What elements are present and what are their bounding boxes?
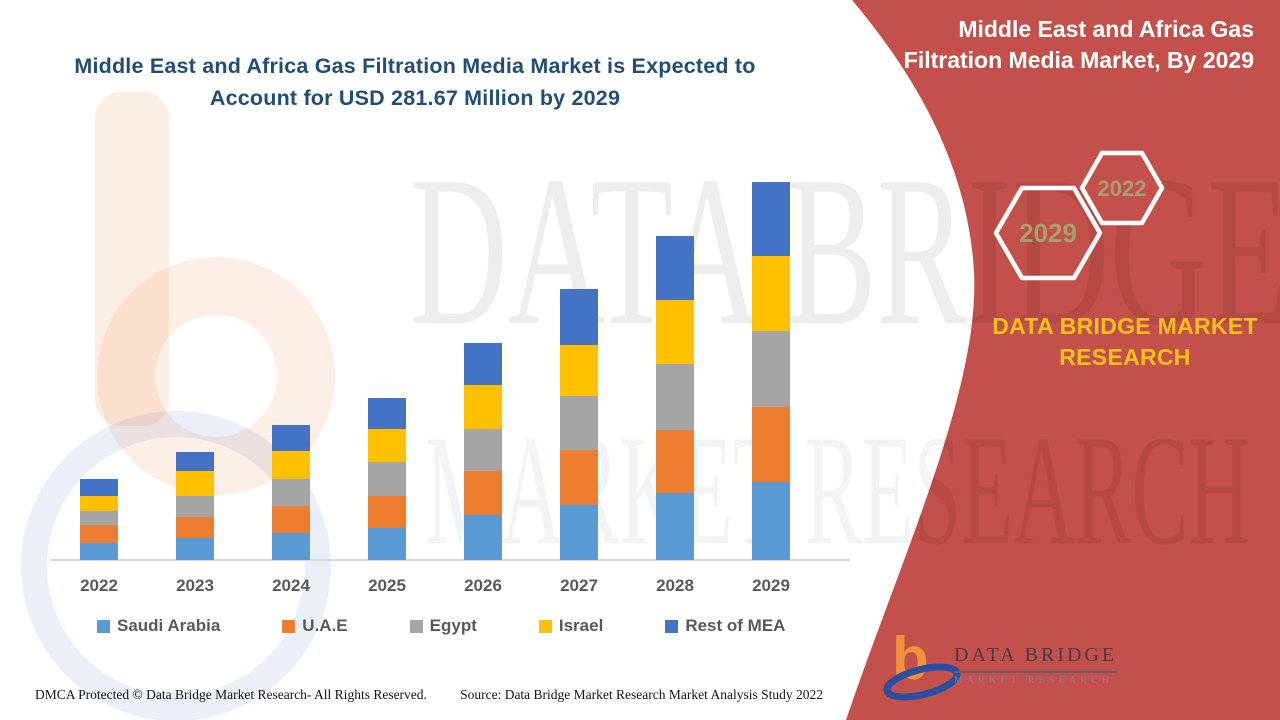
legend-label: U.A.E bbox=[302, 616, 348, 635]
bar-2024 bbox=[272, 424, 310, 560]
bar-segment-2025-israel bbox=[368, 429, 406, 462]
year-label-2027: 2027 bbox=[560, 576, 598, 595]
legend: Saudi Arabia U.A.E Egypt Israel Rest of MEA bbox=[97, 616, 785, 636]
bar-segment-2028-israel bbox=[656, 300, 694, 365]
bar-2029 bbox=[752, 181, 790, 560]
year-label-2022: 2022 bbox=[80, 576, 118, 595]
bar-segment-2026-rest-of-mea bbox=[464, 342, 502, 386]
brand-text-line2: RESEARCH bbox=[1059, 344, 1191, 370]
bar-2028 bbox=[656, 236, 694, 560]
logo-name-text: DATA BRIDGE bbox=[954, 644, 1118, 673]
hexagon-2022: 2022 bbox=[1079, 150, 1165, 226]
bar-segment-2028-saudi-arabia bbox=[656, 493, 694, 560]
bar-segment-2027-israel bbox=[560, 345, 598, 397]
bar-segment-2029-saudi-arabia bbox=[752, 481, 790, 560]
year-label-2023: 2023 bbox=[176, 576, 214, 595]
legend-swatch-icon bbox=[97, 619, 110, 633]
bar-segment-2023-saudi-arabia bbox=[176, 537, 214, 560]
bar-segment-2022-rest-of-mea bbox=[80, 478, 118, 497]
legend-swatch-icon bbox=[538, 619, 552, 633]
hexagon-2029: 2029 bbox=[993, 185, 1103, 281]
bar-segment-2026-israel bbox=[464, 385, 502, 430]
legend-label: Saudi Arabia bbox=[117, 616, 221, 635]
legend-item-u-a-e: U.A.E bbox=[282, 616, 348, 636]
bar-segment-2022-israel bbox=[80, 496, 118, 512]
legend-swatch-icon bbox=[409, 619, 423, 633]
bar-segment-2024-saudi-arabia bbox=[272, 532, 310, 560]
bar-segment-2024-egypt bbox=[272, 479, 310, 507]
x-axis-line bbox=[50, 559, 850, 561]
bar-segment-2023-egypt bbox=[176, 496, 214, 517]
year-label-2028: 2028 bbox=[656, 576, 694, 595]
chart-title: Middle East and Africa Gas Filtration Me… bbox=[74, 54, 756, 110]
year-label-2026: 2026 bbox=[464, 576, 502, 595]
bar-segment-2029-israel bbox=[752, 255, 790, 331]
legend-item-egypt: Egypt bbox=[409, 616, 477, 636]
bar-segment-2023-u-a-e bbox=[176, 516, 214, 538]
panel-title: Middle East and Africa Gas Filtration Me… bbox=[903, 16, 1254, 73]
bar-segment-2029-u-a-e bbox=[752, 406, 790, 482]
bar-segment-2027-u-a-e bbox=[560, 450, 598, 506]
bar-segment-2023-rest-of-mea bbox=[176, 451, 214, 472]
red-panel-shape bbox=[846, 0, 1280, 720]
bar-2027 bbox=[560, 289, 598, 560]
legend-label: Egypt bbox=[429, 616, 477, 635]
bar-segment-2025-rest-of-mea bbox=[368, 397, 406, 430]
bar-segment-2028-rest-of-mea bbox=[656, 236, 694, 301]
bar-segment-2028-u-a-e bbox=[656, 430, 694, 494]
bar-segment-2026-saudi-arabia bbox=[464, 515, 502, 560]
bar-segment-2024-u-a-e bbox=[272, 506, 310, 533]
legend-swatch-icon bbox=[665, 619, 679, 633]
bar-segment-2022-saudi-arabia bbox=[80, 542, 118, 560]
bar-segment-2028-egypt bbox=[656, 364, 694, 431]
bar-segment-2025-u-a-e bbox=[368, 496, 406, 529]
logo-watermark bbox=[21, 92, 335, 720]
bar-segment-2027-saudi-arabia bbox=[560, 505, 598, 560]
company-logo: b DATA BRIDGE MARKET RESEARCH bbox=[883, 625, 1164, 706]
year-label-2024: 2024 bbox=[272, 576, 310, 595]
legend-label: Rest of MEA bbox=[685, 616, 786, 635]
logo-subtitle-text: MARKET RESEARCH bbox=[954, 676, 1114, 686]
bar-segment-2025-saudi-arabia bbox=[368, 528, 406, 560]
hexagon-2022-label: 2022 bbox=[1098, 176, 1147, 201]
legend-item-rest-of-mea: Rest of MEA bbox=[665, 616, 785, 636]
bar-segment-2029-rest-of-mea bbox=[752, 181, 790, 256]
legend-label: Israel bbox=[558, 616, 604, 635]
brand-text-line1: DATA BRIDGE MARKET bbox=[992, 313, 1258, 339]
legend-item-israel: Israel bbox=[538, 616, 604, 636]
logo-swoosh-icon bbox=[883, 663, 961, 701]
bar-segment-2026-egypt bbox=[464, 429, 502, 471]
bar-segment-2029-egypt bbox=[752, 330, 790, 407]
bar-segment-2022-egypt bbox=[80, 511, 118, 525]
bar-segment-2023-israel bbox=[176, 471, 214, 497]
bar-segment-2024-israel bbox=[272, 451, 310, 480]
bar-2022 bbox=[80, 478, 118, 560]
bar-segment-2022-u-a-e bbox=[80, 524, 118, 543]
footer-dmca-text: DMCA Protected © Data Bridge Market Rese… bbox=[35, 687, 427, 702]
bar-segment-2027-rest-of-mea bbox=[560, 289, 598, 346]
bar-segment-2024-rest-of-mea bbox=[272, 424, 310, 452]
bar-segment-2026-u-a-e bbox=[464, 470, 502, 515]
bar-2026 bbox=[464, 342, 502, 560]
legend-item-saudi-arabia: Saudi Arabia bbox=[97, 616, 220, 636]
footer: DMCA Protected © Data Bridge Market Rese… bbox=[35, 687, 823, 703]
year-label-2029: 2029 bbox=[752, 576, 790, 595]
hexagon-2029-label: 2029 bbox=[1019, 218, 1077, 248]
bar-segment-2027-egypt bbox=[560, 396, 598, 451]
year-label-2025: 2025 bbox=[368, 576, 406, 595]
legend-swatch-icon bbox=[282, 619, 296, 633]
brand-text: DATA BRIDGE MARKET RESEARCH bbox=[945, 311, 1280, 373]
bar-segment-2025-egypt bbox=[368, 461, 406, 497]
bar-2025 bbox=[368, 397, 406, 560]
footer-source-text: Source: Data Bridge Market Research Mark… bbox=[460, 687, 823, 702]
bar-2023 bbox=[176, 451, 214, 560]
